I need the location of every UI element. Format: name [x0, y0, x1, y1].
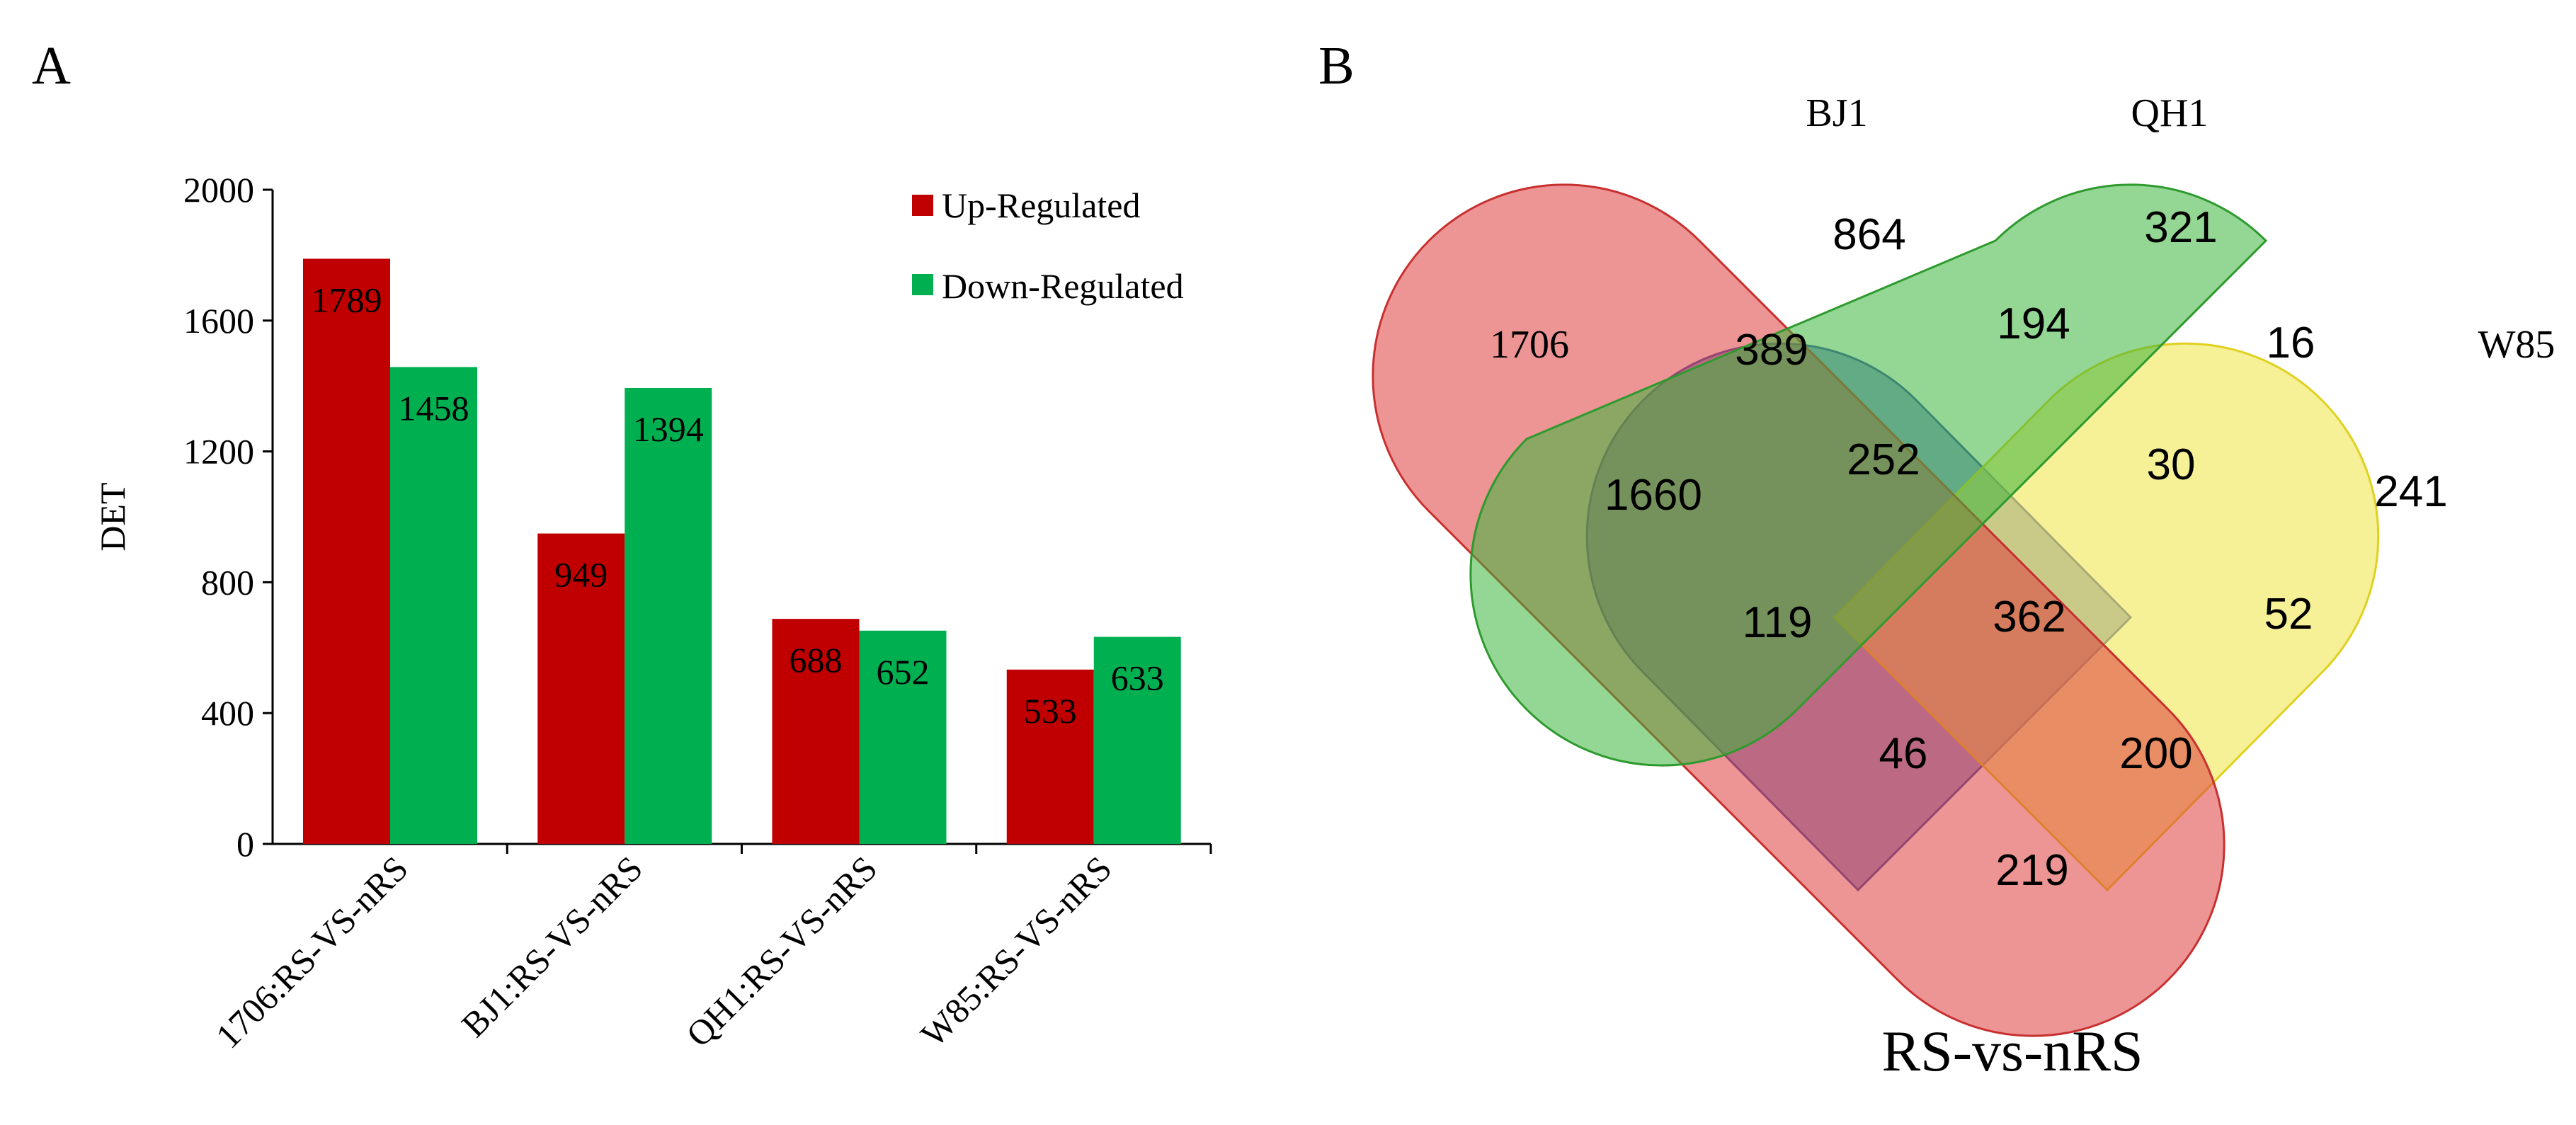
venn-count-bj1-w85: 52 — [2264, 590, 2313, 639]
x-ticks — [506, 844, 1212, 854]
legend-label-up: Up-Regulated — [942, 185, 1140, 225]
y-ticks: 0 400 800 1200 1600 2000 — [183, 170, 273, 864]
legend: Up-Regulated Down-Regulated — [912, 185, 1184, 306]
y-tick-label: 800 — [201, 562, 254, 602]
venn-count-bj1-only: 864 — [1833, 210, 1905, 259]
venn-count-1706-qh1-w85: 46 — [1879, 729, 1928, 778]
bar-up-regulated-2 — [772, 619, 860, 844]
bar-up-regulated-0 — [303, 258, 390, 844]
bar-value-label: 1789 — [312, 280, 382, 319]
category-label: BJ1:RS-VS-nRS — [454, 848, 650, 1044]
venn-count-bj1-qh1: 194 — [1997, 299, 2070, 348]
venn-count-bj1-qh1-w85: 30 — [2147, 440, 2196, 489]
bar-value-label: 1458 — [399, 388, 469, 428]
category-labels: 1706:RS-VS-nRS BJ1:RS-VS-nRS QH1:RS-VS-nRS… — [208, 848, 1119, 1056]
category-label: QH1:RS-VS-nRS — [678, 848, 884, 1054]
bar-value-label: 633 — [1111, 658, 1164, 698]
legend-swatch-down — [912, 274, 933, 295]
bar-value-label: 1394 — [633, 409, 704, 449]
bar-down-regulated-1 — [625, 387, 712, 844]
bar-up-regulated-3 — [1006, 669, 1094, 844]
panel-b-label: B — [1318, 36, 1355, 96]
venn-count-1706-bj1-qh1: 252 — [1847, 435, 1920, 484]
venn-label-w85: W85 — [2478, 323, 2555, 367]
venn-label-bj1: BJ1 — [1806, 91, 1867, 135]
bar-value-label: 949 — [554, 555, 608, 595]
legend-swatch-up — [912, 195, 933, 216]
bars — [303, 258, 1181, 844]
venn-label-qh1: QH1 — [2131, 91, 2209, 135]
venn-count-1706-bj1-w85: 200 — [2119, 729, 2192, 778]
venn-count-1706-qh1: 119 — [1743, 598, 1813, 647]
venn-count-1706-bj1: 389 — [1735, 326, 1808, 375]
venn-count-all-four: 362 — [1993, 593, 2065, 641]
venn-count-qh1-only: 321 — [2144, 203, 2217, 252]
venn-count-1706-w85: 219 — [1995, 846, 2068, 895]
panel-a-label: A — [32, 36, 71, 96]
bar-chart: 0 400 800 1200 1600 2000 1789 1458 949 1394 688 65… — [93, 170, 1212, 1056]
category-label: 1706:RS-VS-nRS — [208, 848, 416, 1056]
venn-shapes — [1372, 183, 2380, 1037]
y-axis-title: DET — [93, 482, 132, 551]
bar-value-label: 533 — [1024, 691, 1077, 731]
venn-label-1706: 1706 — [1490, 323, 1569, 367]
venn-count-w85-only: 241 — [2374, 467, 2447, 516]
legend-label-down: Down-Regulated — [942, 266, 1184, 306]
y-tick-label: 0 — [236, 824, 254, 864]
bar-value-labels: 1789 1458 949 1394 688 652 533 633 — [312, 280, 1164, 730]
venn-region-counts: 1660 864 321 241 389 194 16 219 119 52 2… — [1605, 203, 2448, 895]
y-tick-label: 1600 — [183, 301, 254, 341]
venn-diagram: 1706 BJ1 QH1 W85 1660 864 321 241 389 19… — [1372, 91, 2555, 1083]
venn-count-1706-only: 1660 — [1605, 471, 1702, 520]
bar-up-regulated-1 — [537, 533, 625, 844]
venn-title: RS-vs-nRS — [1881, 1019, 2143, 1083]
bar-down-regulated-0 — [390, 367, 477, 844]
bar-down-regulated-2 — [859, 630, 947, 844]
category-label: W85:RS-VS-nRS — [913, 848, 1119, 1054]
venn-count-qh1-w85: 16 — [2267, 319, 2315, 367]
y-tick-label: 2000 — [183, 170, 254, 210]
y-tick-label: 400 — [201, 693, 254, 733]
bar-value-label: 652 — [877, 652, 930, 692]
bar-value-label: 688 — [790, 640, 843, 680]
bar-down-regulated-3 — [1093, 636, 1181, 844]
y-tick-label: 1200 — [183, 432, 254, 472]
venn-set-qh1 — [1469, 183, 2268, 767]
